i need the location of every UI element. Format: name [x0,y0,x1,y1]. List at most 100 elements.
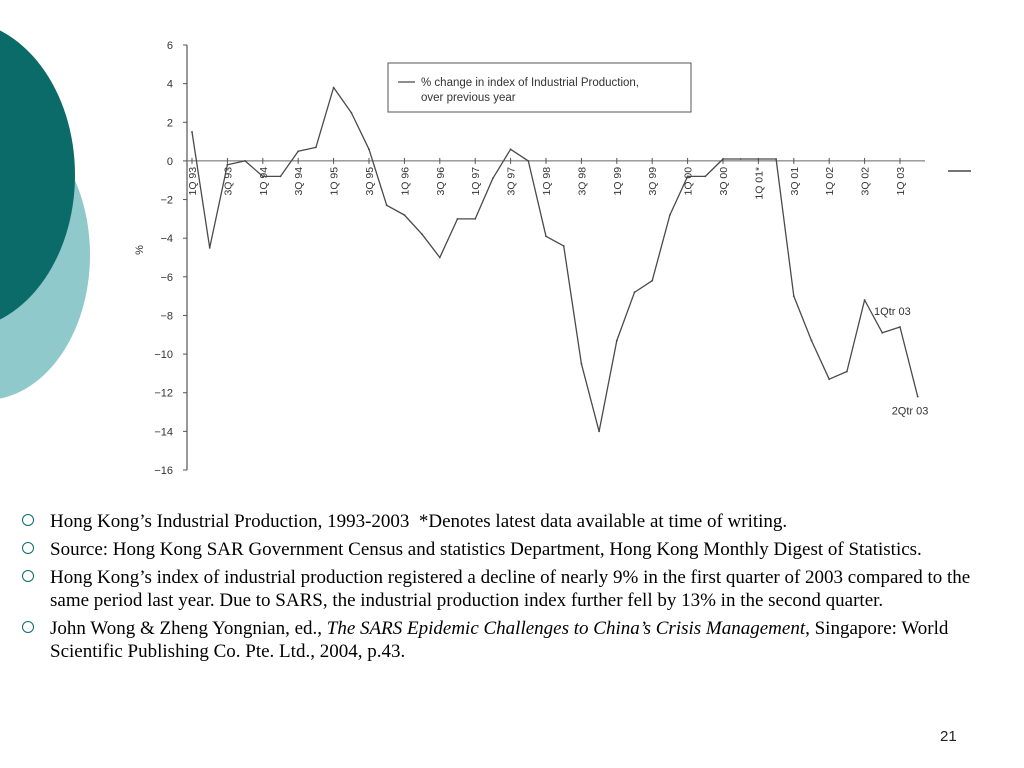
x-tick-label: 3Q 98 [576,167,588,196]
x-tick-label: 1Q 03 [895,167,907,196]
bullet-list: Hong Kong’s Industrial Production, 1993-… [20,510,1010,668]
y-tick-label: −4 [160,233,173,245]
y-tick-label: −8 [160,310,173,322]
data-point [899,326,901,328]
data-point [403,214,406,216]
bullet-item-chart-caption: Hong Kong’s Industrial Production, 1993-… [20,510,1010,533]
y-tick-label: −10 [154,349,173,361]
caption-text: Hong Kong’s Industrial Production, 1993-… [50,511,410,532]
x-tick-label: 1Q 00 [683,167,695,196]
bullet-item-citation: John Wong & Zheng Yongnian, ed., The SAR… [20,617,1010,663]
y-axis-label: % [134,245,146,255]
data-point [456,217,459,220]
data-point [261,175,264,178]
x-tick-label: 1Q 99 [612,167,624,196]
bullet-item-source: Source: Hong Kong SAR Government Census … [20,538,1010,561]
decorative-circles [0,0,120,420]
bullet-item-summary: Hong Kong’s index of industrial producti… [20,566,1010,612]
y-tick-label: −16 [154,465,173,477]
legend-box [387,62,692,113]
data-point [810,339,813,342]
x-tick-label: 3Q 94 [293,167,305,196]
data-point [775,158,777,160]
data-point [580,362,583,365]
y-tick-label: −14 [154,426,173,438]
x-tick-label: 3Q 02 [860,167,872,196]
data-point [421,233,423,236]
citation-author: John Wong & Zheng Yongnian, ed., [50,618,327,639]
data-point [315,146,317,149]
annotation-label: 2Qtr 03 [892,406,929,418]
data-point [651,279,654,282]
legend-label-line-2: over previous year [421,92,516,104]
y-tick-label: 6 [167,40,173,52]
y-tick-label: 4 [167,79,173,91]
data-point [492,177,494,180]
data-point [722,158,724,160]
data-point [244,160,246,162]
series-line [191,86,919,433]
y-tick-label: −2 [160,195,173,207]
bullet-circle-icon [22,514,34,526]
data-point [297,150,300,153]
data-point [615,339,618,342]
citation-book-title: The SARS Epidemic Challenges to China’s … [326,618,806,639]
data-point [562,245,565,247]
page-number: 21 [940,728,957,745]
data-point [686,175,689,178]
data-point [846,370,848,373]
data-point [279,175,282,178]
data-point [669,214,671,216]
bullet-circle-icon [22,570,34,582]
data-point [191,131,193,133]
data-point [350,111,353,114]
bullet-circle-icon [22,621,34,633]
x-tick-label: 1Q 02 [824,167,836,196]
data-point [881,331,884,334]
y-tick-label: 2 [167,117,173,129]
y-tick-label: −12 [154,388,173,400]
x-tick-label: 1Q 97 [470,167,482,196]
bullet-circle-icon [22,542,34,554]
y-tick-label: 0 [167,156,173,168]
caption-note: *Denotes latest data available at time o… [418,511,788,532]
x-tick-label: 1Q 98 [541,167,553,196]
data-point [916,395,919,398]
x-tick-label: 3Q 95 [364,167,376,196]
data-point [598,430,600,433]
data-point [438,256,441,259]
data-point [385,204,388,207]
data-point [863,299,866,301]
data-point [757,158,760,160]
data-point [828,378,831,381]
annotation-label: 1Qtr 03 [874,306,911,318]
data-point [545,235,547,238]
data-point [739,158,742,160]
data-point [226,163,229,166]
x-tick-label: 3Q 99 [647,167,659,196]
citation-publisher: , Singapore: World Scientific Publishing… [50,618,949,662]
legend-label-line-1: % change in index of Industrial Producti… [421,77,639,89]
data-point [792,295,795,298]
x-tick-label: 3Q 01 [789,167,801,196]
data-point [368,148,370,151]
x-tick-label: 1Q 93 [187,167,199,196]
x-tick-label: 3Q 00 [718,167,730,196]
summary-text: Hong Kong’s index of industrial producti… [50,567,971,611]
source-text: Source: Hong Kong SAR Government Census … [50,539,922,560]
data-point [633,291,636,294]
data-point [474,217,477,220]
x-tick-label: 1Q 94 [258,167,270,196]
x-tick-label: 3Q 97 [506,167,518,196]
data-point [704,175,707,178]
x-tick-label: 1Q 96 [399,167,411,196]
data-point [527,160,530,162]
data-point [208,246,211,249]
y-tick-label: −6 [160,272,173,284]
x-tick-label: 1Q 95 [329,167,341,196]
data-point [332,86,335,89]
x-tick-label: 1Q 01* [753,167,765,200]
data-point [509,148,512,151]
x-tick-label: 3Q 96 [435,167,447,196]
